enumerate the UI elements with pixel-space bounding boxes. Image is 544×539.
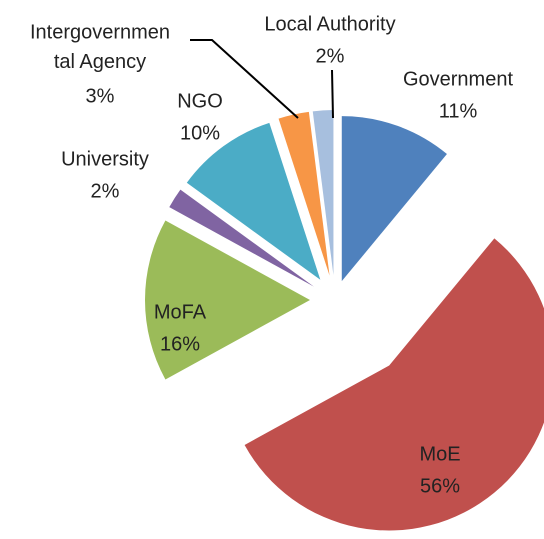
slice-label: University <box>61 148 149 170</box>
slice-label: Local Authority <box>264 13 395 35</box>
slice-label: Intergovernmen tal Agency <box>30 21 170 73</box>
slice-label: MoFA <box>154 301 207 323</box>
pie-slice <box>341 116 447 282</box>
leader-line <box>331 69 334 119</box>
slice-label: Government <box>403 68 513 90</box>
leader-line <box>190 39 299 119</box>
pie-slice <box>144 220 310 380</box>
slice-value-label: 16% <box>160 333 200 355</box>
slice-value-label: 2% <box>91 180 120 202</box>
slice-value-label: 2% <box>316 45 345 67</box>
pie-slice <box>186 122 321 280</box>
pie-slice <box>278 111 330 276</box>
pie-slice <box>312 110 334 276</box>
slice-label: MoE <box>419 443 460 465</box>
slice-value-label: 11% <box>439 100 478 122</box>
slice-value-label: 3% <box>86 85 115 107</box>
slice-value-label: 10% <box>180 122 220 144</box>
pie-slice <box>244 238 544 531</box>
slice-label: NGO <box>177 90 223 112</box>
slice-value-label: 56% <box>420 475 460 497</box>
pie-slice <box>169 189 314 287</box>
